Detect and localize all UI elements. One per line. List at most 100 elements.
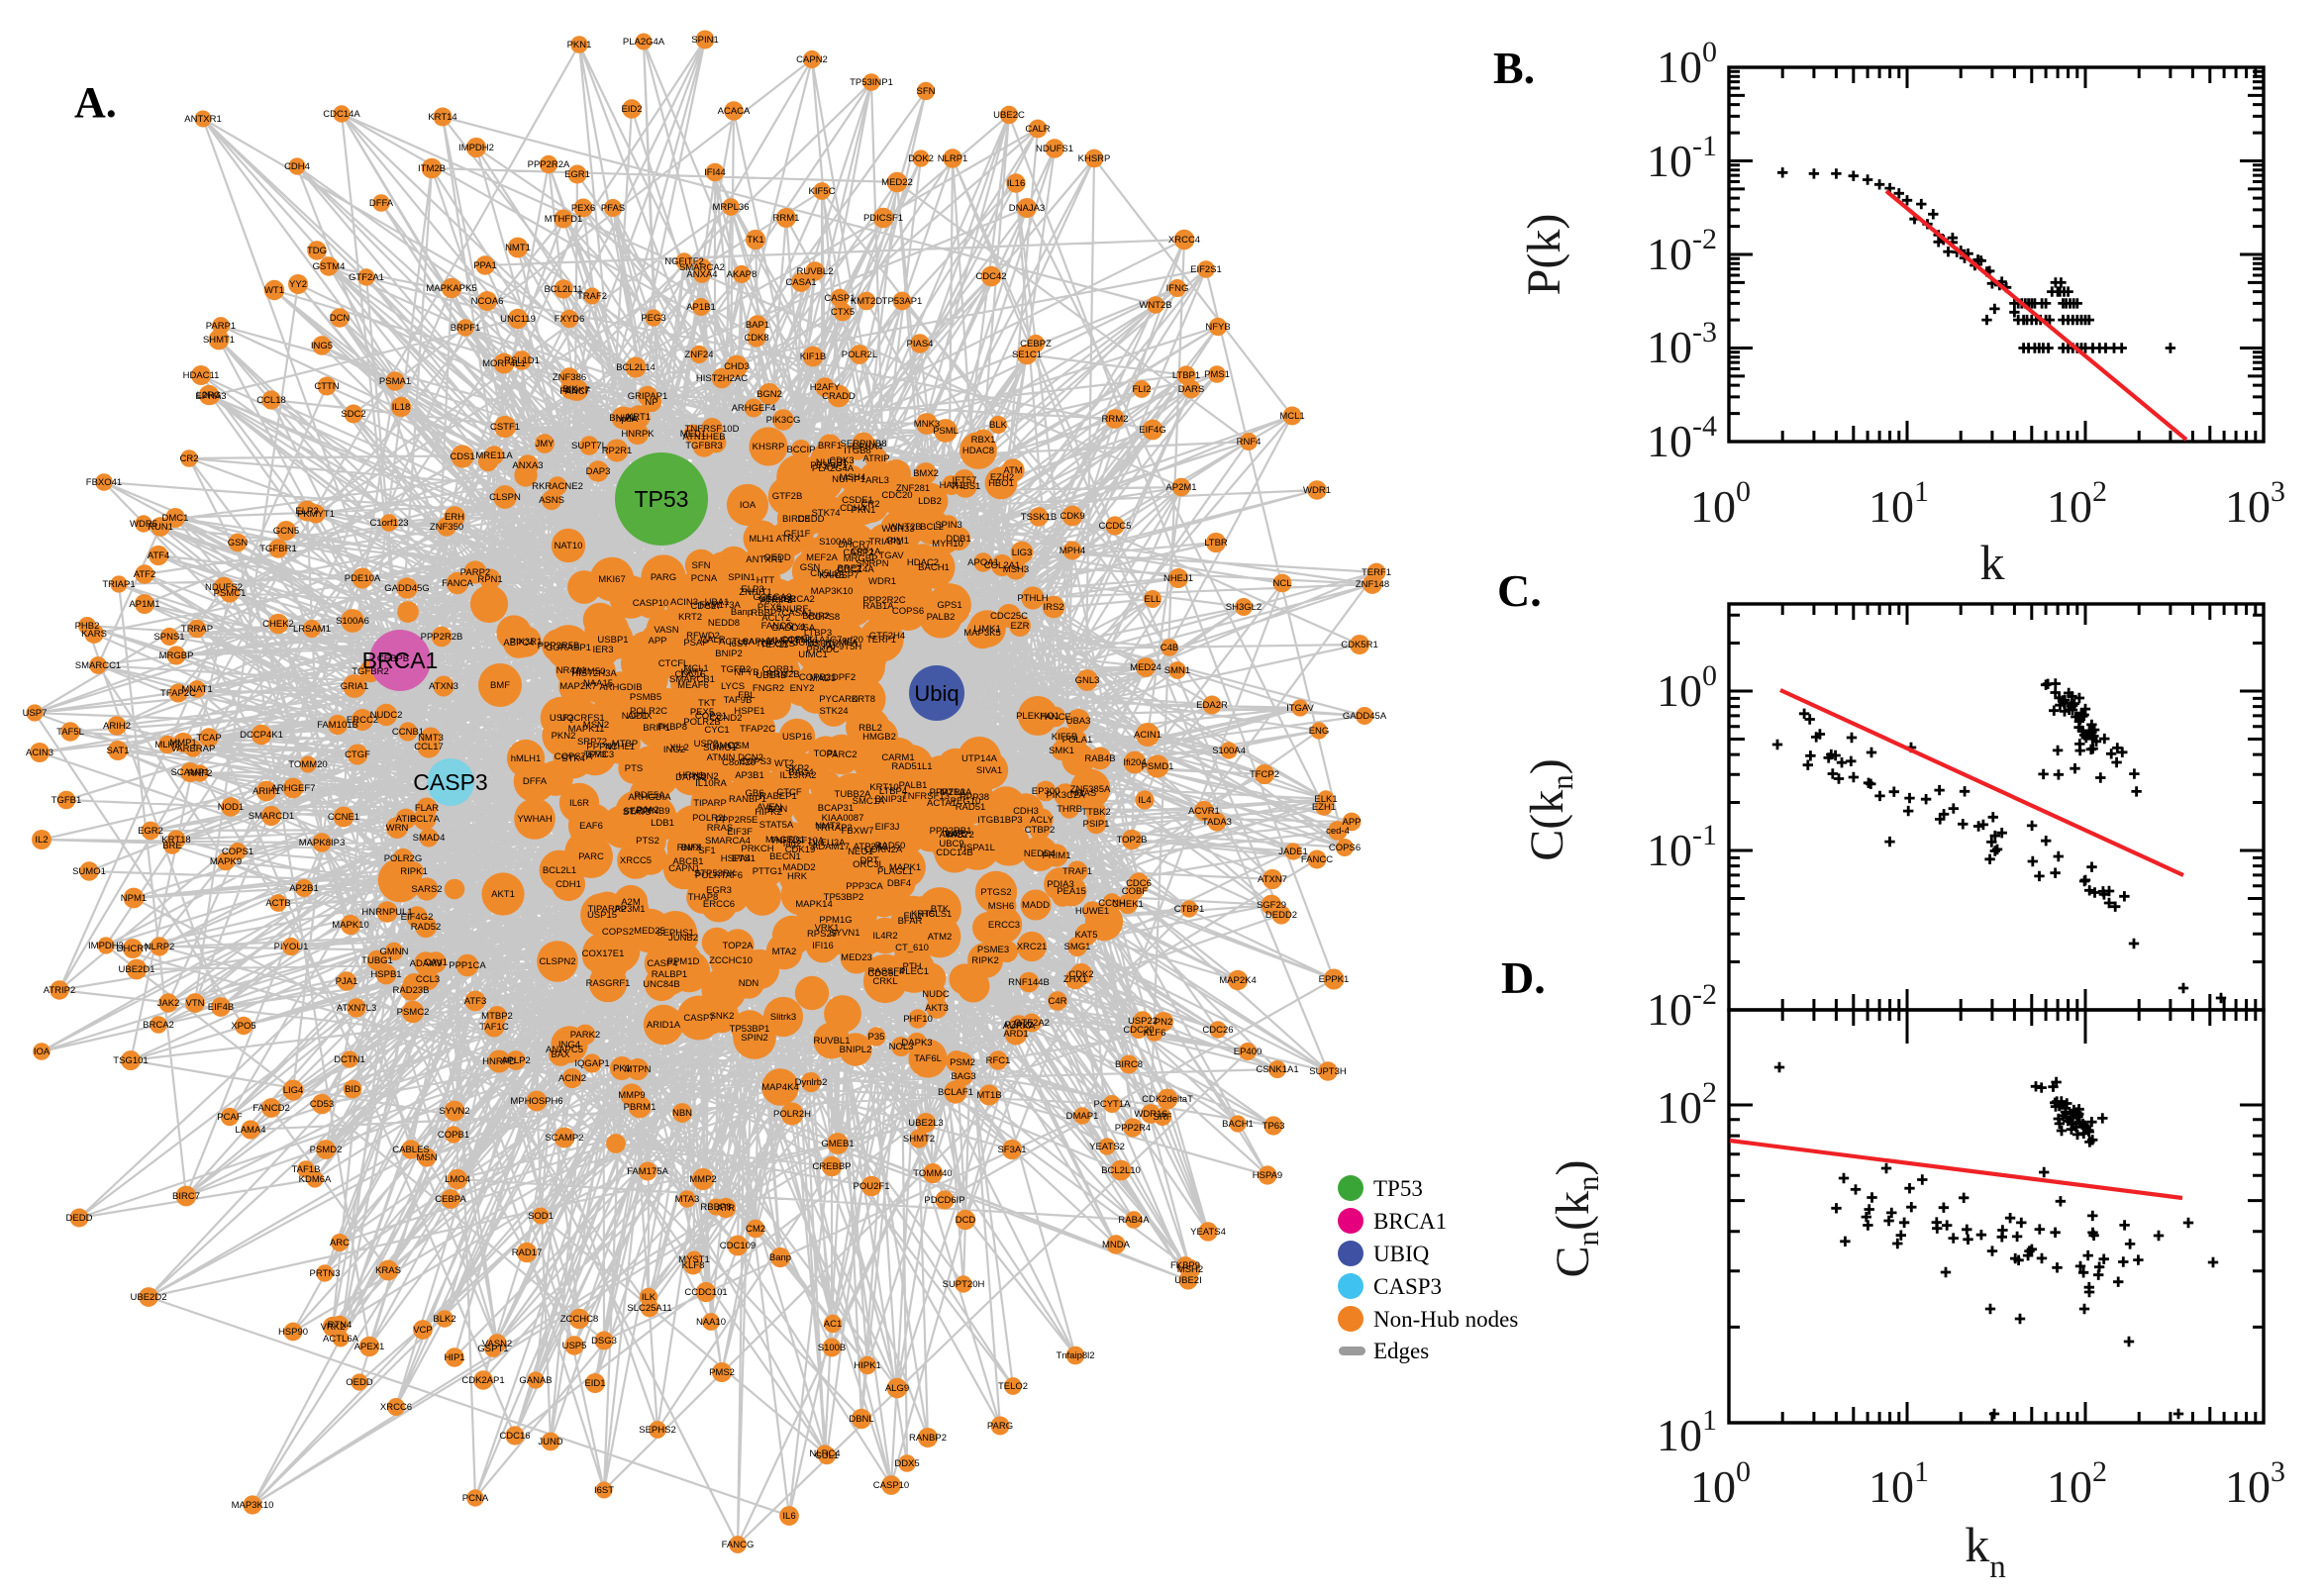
svg-text:UBE2D2: UBE2D2 [759, 594, 796, 605]
svg-text:SMARCB1: SMARCB1 [669, 674, 715, 685]
svg-text:GANAB: GANAB [519, 1375, 552, 1386]
svg-text:FKBP9: FKBP9 [1170, 1260, 1200, 1271]
svg-text:MAPKAPK5: MAPKAPK5 [426, 283, 476, 294]
svg-text:ZNF386: ZNF386 [553, 372, 586, 383]
svg-text:TRRAP: TRRAP [181, 624, 213, 635]
svg-text:BRF1: BRF1 [818, 441, 842, 451]
svg-text:GTF2B: GTF2B [772, 491, 803, 502]
svg-text:VASN: VASN [654, 625, 678, 636]
svg-text:GPS1: GPS1 [937, 600, 961, 611]
svg-text:USBP1: USBP1 [597, 635, 628, 646]
svg-text:BTK: BTK [931, 904, 950, 915]
svg-text:DFFA: DFFA [523, 776, 548, 787]
svg-text:BCL2L1: BCL2L1 [543, 865, 576, 876]
svg-text:PSMA1: PSMA1 [379, 376, 411, 387]
svg-text:TAF5L: TAF5L [56, 727, 84, 738]
svg-text:ATM2: ATM2 [928, 932, 953, 943]
svg-text:ATXN7: ATXN7 [1258, 874, 1287, 885]
svg-text:SPIN3: SPIN3 [935, 520, 961, 531]
svg-text:AKAP8: AKAP8 [727, 269, 758, 280]
svg-text:IMPDH2: IMPDH2 [458, 143, 494, 153]
svg-text:BRCA2: BRCA2 [143, 1020, 174, 1031]
svg-text:PPP3CA: PPP3CA [846, 881, 883, 892]
svg-text:NR4A1: NR4A1 [556, 665, 587, 676]
svg-text:BAP1: BAP1 [746, 320, 769, 331]
svg-text:USP2: USP2 [694, 739, 719, 749]
svg-text:RAB1A: RAB1A [862, 601, 894, 612]
svg-text:PMS2: PMS2 [709, 1367, 735, 1378]
svg-text:TADA3: TADA3 [1202, 817, 1232, 828]
svg-text:APP: APP [1342, 817, 1361, 828]
svg-text:RASGRF1: RASGRF1 [586, 978, 631, 989]
svg-text:BGN: BGN [767, 804, 788, 815]
svg-text:PJA2: PJA2 [637, 805, 659, 816]
svg-text:P(k): P(k) [1518, 214, 1570, 296]
svg-text:TP53BP2: TP53BP2 [824, 892, 864, 903]
svg-text:PK1: PK1 [613, 1063, 631, 1074]
svg-text:CDC14A: CDC14A [837, 564, 874, 575]
svg-text:C4R: C4R [1048, 996, 1066, 1007]
svg-text:IL13RA2: IL13RA2 [780, 770, 817, 781]
svg-text:ACIN3: ACIN3 [26, 748, 53, 758]
svg-text:VRK2: VRK2 [321, 1322, 346, 1333]
svg-text:PEX6: PEX6 [758, 602, 781, 613]
svg-text:SPIN1: SPIN1 [691, 35, 718, 46]
svg-text:fag2: fag2 [783, 839, 802, 849]
svg-text:MMP9: MMP9 [618, 1090, 645, 1101]
svg-text:GSTM4: GSTM4 [313, 261, 346, 272]
svg-text:EPHA4: EPHA4 [852, 442, 882, 452]
svg-text:PARG: PARG [987, 1421, 1013, 1432]
svg-text:ITGAV: ITGAV [1286, 703, 1314, 714]
svg-text:UBE2D1: UBE2D1 [119, 964, 155, 975]
svg-text:KAT5: KAT5 [1074, 930, 1097, 941]
svg-text:TSSK1B: TSSK1B [1021, 512, 1057, 523]
svg-text:RBBP8: RBBP8 [700, 1202, 731, 1213]
svg-text:NOD1: NOD1 [218, 802, 244, 813]
svg-text:CRADD: CRADD [822, 391, 856, 402]
svg-text:CN5L2: CN5L2 [810, 568, 840, 579]
svg-text:MTHFD1: MTHFD1 [545, 214, 583, 225]
svg-text:MED25: MED25 [634, 926, 665, 937]
svg-text:ELP3: ELP3 [295, 506, 318, 517]
svg-text:CR2: CR2 [179, 453, 198, 464]
svg-text:LMO4: LMO4 [445, 1174, 470, 1185]
svg-text:PRTN3: PRTN3 [310, 1268, 341, 1279]
svg-text:CDC16: CDC16 [499, 1431, 530, 1442]
svg-text:TAF6L: TAF6L [914, 1053, 942, 1064]
svg-text:SMG1: SMG1 [1064, 942, 1091, 952]
svg-text:RPS29: RPS29 [807, 929, 837, 940]
svg-text:RANBP2: RANBP2 [909, 1433, 947, 1444]
svg-text:COPS7A: COPS7A [555, 751, 593, 762]
svg-text:EID2: EID2 [621, 104, 642, 115]
svg-text:POU2F1: POU2F1 [854, 1181, 890, 1192]
svg-text:PDE10A: PDE10A [345, 573, 381, 584]
svg-text:ARID1A: ARID1A [647, 1020, 681, 1031]
svg-text:JMY: JMY [536, 439, 556, 449]
svg-text:TK1: TK1 [747, 235, 763, 246]
svg-text:Dynlrb2: Dynlrb2 [795, 1077, 828, 1088]
svg-text:ARHGEF4: ARHGEF4 [732, 403, 776, 414]
svg-text:KRT10: KRT10 [869, 782, 898, 793]
svg-text:LTBP3: LTBP3 [804, 628, 832, 639]
svg-text:CASA1: CASA1 [785, 277, 816, 288]
svg-text:RRM2: RRM2 [1102, 414, 1129, 425]
svg-text:ABCB1: ABCB1 [672, 856, 703, 867]
svg-text:POLR2G: POLR2G [384, 853, 423, 864]
svg-text:MT1B: MT1B [976, 1090, 1001, 1101]
svg-text:ITGB8: ITGB8 [844, 446, 870, 456]
svg-text:GTF2A2: GTF2A2 [1014, 1018, 1050, 1029]
svg-text:ANAPC5: ANAPC5 [546, 1045, 583, 1055]
svg-text:TRRAP2: TRRAP2 [815, 823, 852, 834]
svg-text:MRGBP: MRGBP [159, 650, 194, 661]
svg-text:RNF8: RNF8 [677, 843, 702, 853]
svg-text:GADD45G: GADD45G [384, 583, 429, 594]
svg-text:ERCC3: ERCC3 [988, 920, 1020, 931]
svg-text:VPS72: VPS72 [945, 830, 974, 841]
svg-text:CAPN1: CAPN1 [668, 863, 700, 874]
svg-text:Non-Hub nodes: Non-Hub nodes [1373, 1307, 1518, 1332]
svg-text:TAF9B: TAF9B [724, 695, 753, 706]
svg-text:PCNA: PCNA [462, 1493, 489, 1504]
svg-text:TELO2: TELO2 [998, 1381, 1028, 1392]
svg-text:FLAR: FLAR [415, 803, 439, 814]
svg-text:ILK: ILK [642, 1292, 656, 1303]
